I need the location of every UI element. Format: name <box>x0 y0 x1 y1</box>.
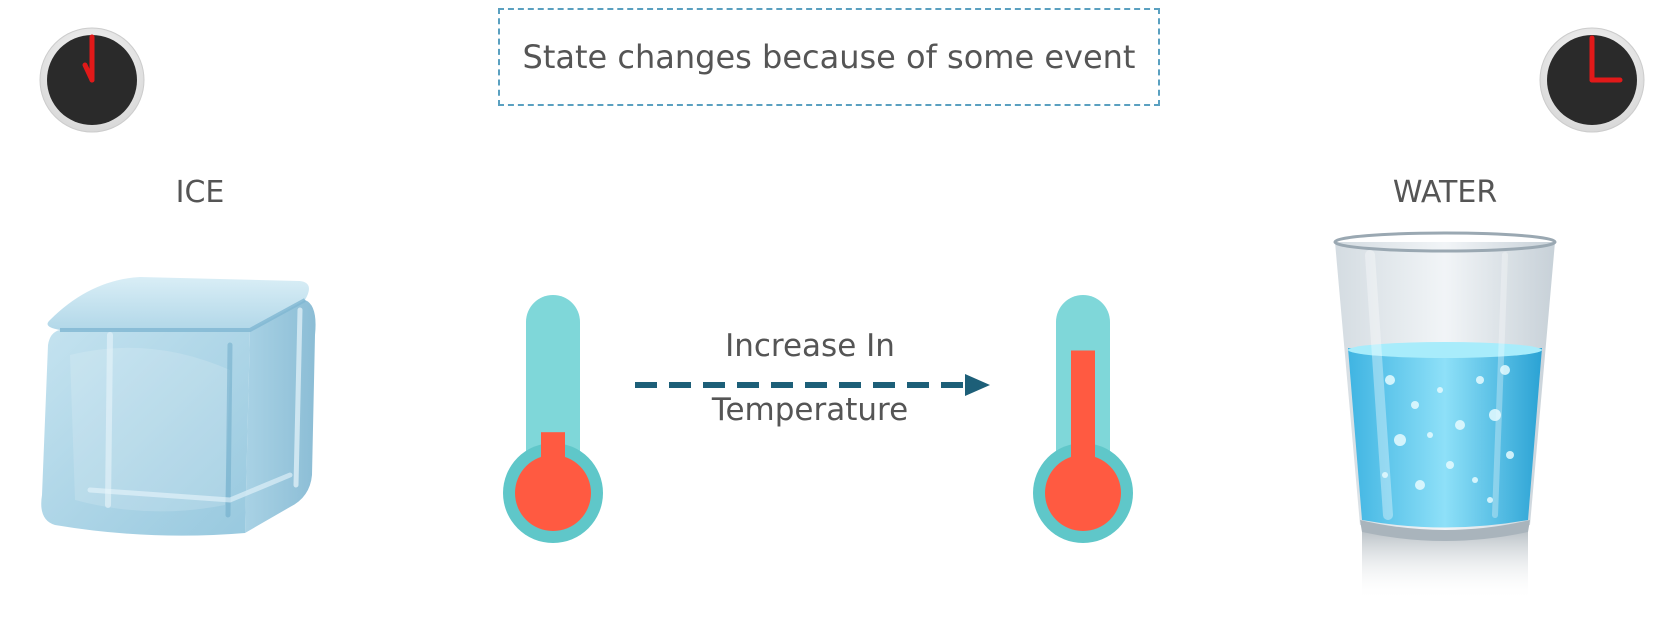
clock-icon <box>1539 27 1645 133</box>
event-description-box: State changes because of some event <box>498 8 1160 106</box>
arrow-right-icon <box>635 374 990 396</box>
event-label-line1: Increase In <box>725 328 895 364</box>
glass-of-water-icon <box>1333 231 1557 600</box>
state-label-ice: ICE <box>175 175 225 210</box>
event-label-line2: Temperature <box>711 392 909 428</box>
thermometer-high-icon <box>1033 295 1133 543</box>
clock-icon <box>39 27 145 133</box>
ice-cube-icon <box>41 277 316 536</box>
event-description-text: State changes because of some event <box>522 38 1136 76</box>
state-label-water: WATER <box>1392 175 1498 210</box>
thermometer-low-icon <box>503 295 603 543</box>
